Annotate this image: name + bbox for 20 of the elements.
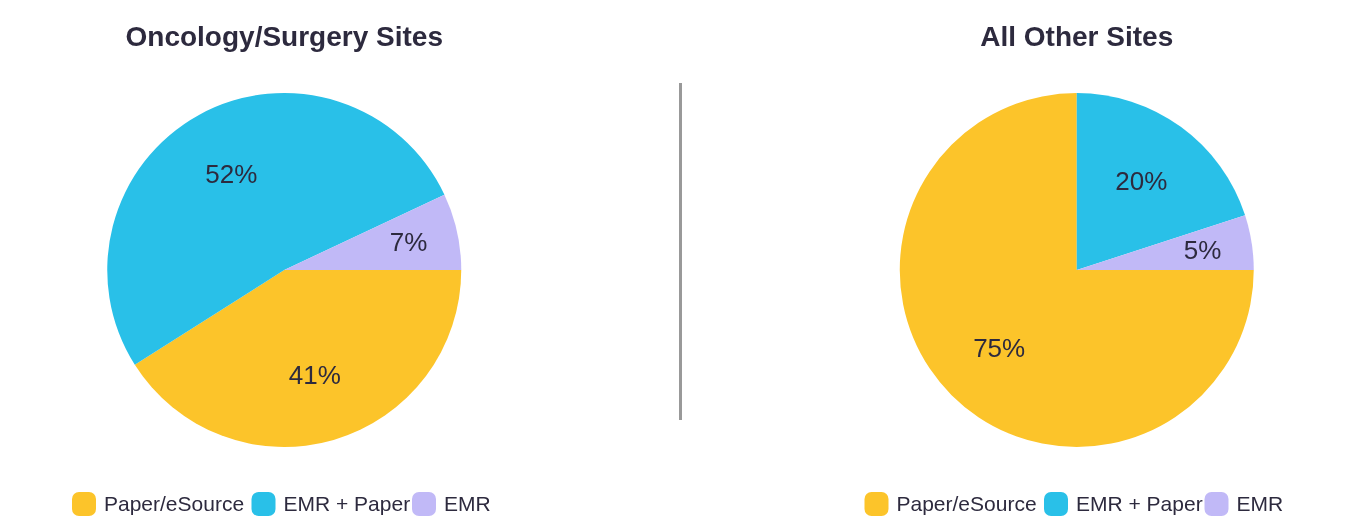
legend-label: Paper/eSource	[896, 492, 1037, 516]
legend-label: EMR + Paper	[283, 492, 411, 516]
data-label: 5%	[1183, 235, 1222, 266]
pie-slice	[284, 194, 462, 270]
pie-slice	[1076, 215, 1254, 270]
legend-label: EMR	[1236, 492, 1284, 516]
data-label: 41%	[288, 360, 341, 391]
legend-label: EMR + Paper	[1076, 492, 1203, 516]
chart-title: All Other Sites	[980, 21, 1174, 52]
pie-slice	[107, 93, 445, 365]
pie-slice	[134, 270, 462, 447]
data-label: 75%	[973, 332, 1026, 363]
pie-slice	[899, 93, 1254, 447]
data-label: 52%	[205, 158, 258, 189]
legend-label: EMR	[444, 492, 491, 516]
data-label: 20%	[1115, 166, 1168, 197]
data-label: 7%	[389, 227, 428, 258]
pie-slice	[1076, 93, 1246, 270]
chart-title: Oncology/Surgery Sites	[125, 21, 443, 52]
legend-label: Paper/eSource	[104, 492, 245, 516]
